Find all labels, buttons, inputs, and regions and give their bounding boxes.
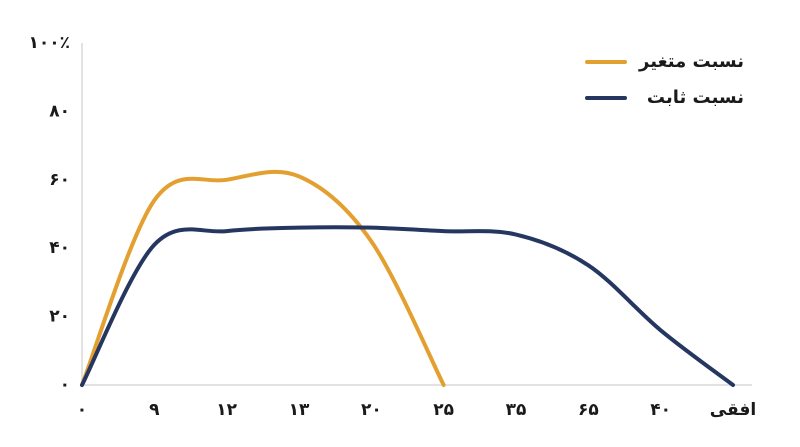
x-tick-label: ۲۰	[361, 400, 382, 420]
y-tick-label: ۶۰	[49, 170, 70, 190]
y-tick-label: ۱۰۰٪	[28, 33, 70, 53]
x-tick-label: ۳۵	[506, 400, 527, 420]
y-tick-label: ۸۰	[49, 101, 70, 121]
line	[80, 225, 735, 387]
y-tick-label: ۲۰	[49, 307, 70, 327]
legend-label: نسبت ثابت	[647, 87, 744, 108]
x-tick-label: ۱۲	[216, 400, 237, 420]
y-tick-label: ۴۰	[49, 238, 70, 258]
x-tick-label: ۲۵	[433, 400, 454, 420]
x-tick-label: ۴۰	[650, 400, 671, 420]
x-tick-label: ۹	[149, 400, 160, 420]
legend-label: نسبت متغیر	[638, 51, 744, 72]
x-tick-label: ۱۳	[289, 400, 310, 420]
x-tick-label: ۰	[77, 400, 87, 420]
x-tick-label: افقی	[710, 400, 756, 420]
x-tick-label: ۶۵	[578, 400, 599, 420]
y-tick-label: ۰	[60, 375, 70, 395]
line	[80, 169, 446, 387]
